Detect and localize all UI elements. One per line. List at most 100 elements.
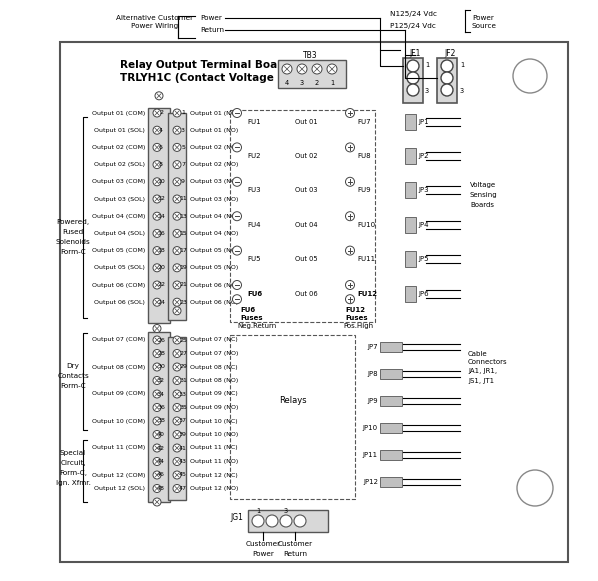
Text: Output 11 (COM): Output 11 (COM) xyxy=(91,446,145,450)
Circle shape xyxy=(173,212,181,220)
Text: Output 01 (COM): Output 01 (COM) xyxy=(91,110,145,116)
Circle shape xyxy=(280,515,292,527)
Circle shape xyxy=(153,229,161,238)
Text: 45: 45 xyxy=(179,472,187,478)
Text: Return: Return xyxy=(200,27,224,33)
Text: Output 10 (NC): Output 10 (NC) xyxy=(190,418,237,424)
Circle shape xyxy=(297,64,307,74)
Text: FU2: FU2 xyxy=(247,153,261,159)
Text: Fuses: Fuses xyxy=(240,315,263,321)
Text: FU12: FU12 xyxy=(357,290,377,296)
Text: FU3: FU3 xyxy=(247,188,261,193)
Text: JP3: JP3 xyxy=(418,188,429,193)
Text: JP11: JP11 xyxy=(363,452,378,458)
Text: 41: 41 xyxy=(179,446,187,450)
Text: 25: 25 xyxy=(179,338,187,343)
Text: 36: 36 xyxy=(157,405,165,410)
Circle shape xyxy=(346,143,355,152)
Text: 12: 12 xyxy=(157,196,165,202)
Text: 32: 32 xyxy=(157,378,165,383)
Bar xyxy=(230,110,375,322)
Text: FU12: FU12 xyxy=(345,307,365,313)
Circle shape xyxy=(441,72,453,84)
Bar xyxy=(60,42,568,562)
Circle shape xyxy=(173,417,181,425)
Text: 11: 11 xyxy=(179,196,187,202)
Circle shape xyxy=(233,246,242,255)
Text: FU7: FU7 xyxy=(357,119,371,124)
Bar xyxy=(405,217,416,233)
Text: 40: 40 xyxy=(157,432,165,437)
Text: FU8: FU8 xyxy=(357,153,371,159)
Bar xyxy=(168,113,186,320)
Text: TB3: TB3 xyxy=(303,51,318,59)
Text: Output 04 (SOL): Output 04 (SOL) xyxy=(94,231,145,236)
Circle shape xyxy=(153,485,161,493)
Text: FU9: FU9 xyxy=(357,188,371,193)
Text: Output 10 (NO): Output 10 (NO) xyxy=(190,432,238,437)
Circle shape xyxy=(266,515,278,527)
Circle shape xyxy=(153,417,161,425)
Bar xyxy=(380,342,402,352)
Text: JP6: JP6 xyxy=(418,290,429,296)
Bar xyxy=(380,477,402,487)
Text: Output 03 (SOL): Output 03 (SOL) xyxy=(94,196,145,202)
Circle shape xyxy=(153,390,161,398)
Circle shape xyxy=(173,485,181,493)
Text: 3: 3 xyxy=(284,508,288,514)
Text: Output 05 (NC): Output 05 (NC) xyxy=(190,248,237,253)
Text: Power: Power xyxy=(200,15,222,21)
Text: 4: 4 xyxy=(159,128,163,132)
Circle shape xyxy=(173,246,181,254)
Circle shape xyxy=(153,376,161,385)
Bar xyxy=(405,251,416,267)
Text: Output 07 (COM): Output 07 (COM) xyxy=(91,338,145,343)
Text: 23: 23 xyxy=(179,300,187,304)
Text: Return: Return xyxy=(283,551,307,557)
Circle shape xyxy=(517,470,553,506)
Text: Output 10 (COM): Output 10 (COM) xyxy=(91,418,145,424)
Circle shape xyxy=(173,363,181,371)
Text: Output 05 (SOL): Output 05 (SOL) xyxy=(94,266,145,270)
Text: Source: Source xyxy=(472,23,497,29)
Text: 43: 43 xyxy=(179,459,187,464)
Bar xyxy=(248,510,328,532)
Text: Voltage: Voltage xyxy=(470,182,496,188)
Text: Output 09 (NC): Output 09 (NC) xyxy=(190,392,238,396)
Text: 13: 13 xyxy=(179,214,187,218)
Text: Circuit,: Circuit, xyxy=(60,460,86,466)
Text: 28: 28 xyxy=(157,351,165,356)
Circle shape xyxy=(233,211,242,221)
Bar xyxy=(230,335,355,498)
Text: Out 06: Out 06 xyxy=(295,290,318,296)
Bar xyxy=(380,369,402,379)
Text: JP1: JP1 xyxy=(418,119,429,124)
Text: 29: 29 xyxy=(179,364,187,370)
Text: 39: 39 xyxy=(179,432,187,437)
Circle shape xyxy=(173,178,181,186)
Circle shape xyxy=(233,143,242,152)
Text: Neg.Return: Neg.Return xyxy=(237,323,276,329)
Text: JP8: JP8 xyxy=(367,371,378,376)
Text: JF1: JF1 xyxy=(409,48,420,58)
Bar xyxy=(380,396,402,406)
Circle shape xyxy=(153,264,161,272)
Circle shape xyxy=(153,281,161,289)
Circle shape xyxy=(153,363,161,371)
Bar xyxy=(380,423,402,433)
Bar xyxy=(405,182,416,198)
Text: Fused: Fused xyxy=(62,229,84,235)
Bar xyxy=(278,60,346,88)
Text: 20: 20 xyxy=(157,266,165,270)
Text: 26: 26 xyxy=(157,338,165,343)
Text: FU10: FU10 xyxy=(357,222,375,228)
Text: Output 02 (SOL): Output 02 (SOL) xyxy=(94,162,145,167)
Circle shape xyxy=(153,144,161,152)
Circle shape xyxy=(173,126,181,134)
Text: JF2: JF2 xyxy=(444,48,456,58)
Text: JP7: JP7 xyxy=(367,344,378,350)
Text: Output 04 (COM): Output 04 (COM) xyxy=(91,214,145,218)
Circle shape xyxy=(173,264,181,272)
Text: Output 06 (SOL): Output 06 (SOL) xyxy=(94,300,145,304)
Circle shape xyxy=(153,403,161,411)
